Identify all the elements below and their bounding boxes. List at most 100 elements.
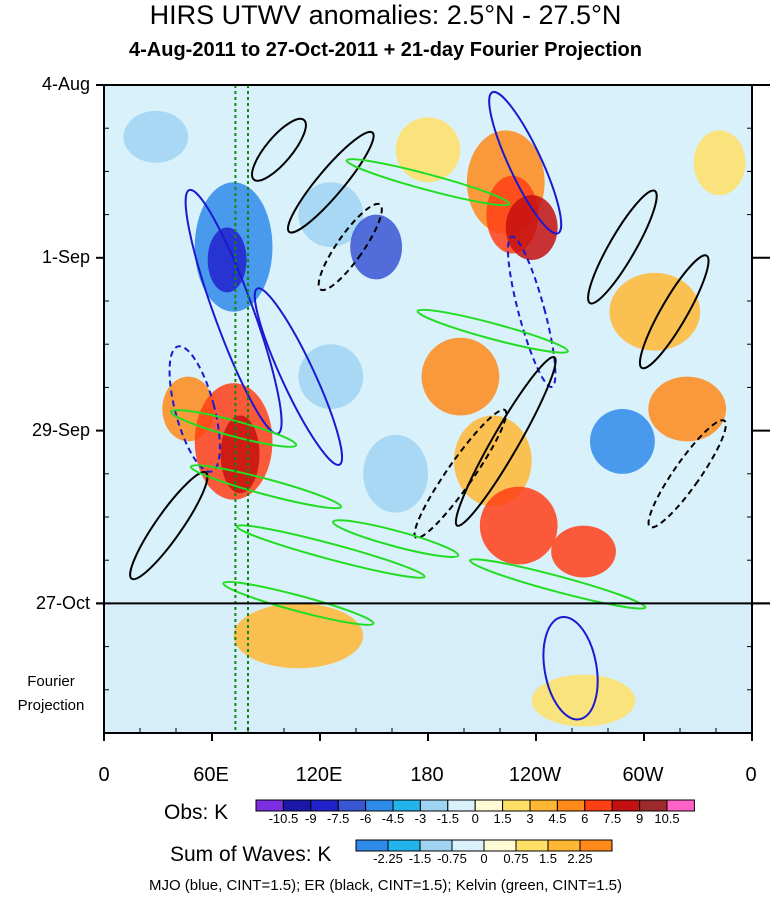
obs-colorbar-title: Obs: K bbox=[164, 801, 229, 824]
colorbar-cell bbox=[579, 839, 613, 852]
colorbar-cell bbox=[474, 799, 504, 812]
kelvin-contour bbox=[331, 519, 460, 558]
colorbar-cell bbox=[611, 799, 641, 812]
chart-subtitle: 4-Aug-2011 to 27-Oct-2011 + 21-day Fouri… bbox=[129, 39, 642, 61]
colorbar-label: 3 bbox=[526, 811, 533, 826]
contour bbox=[253, 287, 344, 466]
colorbar-cell bbox=[666, 799, 695, 812]
colorbar-cell bbox=[365, 799, 394, 812]
anomaly-field bbox=[104, 85, 752, 733]
colorbar-label: 0 bbox=[472, 811, 479, 826]
colorbar-label: -1.5 bbox=[437, 811, 459, 826]
contour bbox=[488, 90, 563, 235]
colorbar-label: 1.5 bbox=[539, 851, 557, 866]
colorbar-label: 9 bbox=[636, 811, 643, 826]
x-tick-label-60w: 60W bbox=[622, 764, 664, 786]
colorbar-cell bbox=[556, 799, 586, 812]
colorbar-cell bbox=[529, 799, 558, 812]
anomaly-blob bbox=[453, 415, 532, 507]
x-tick-label-120e: 120E bbox=[295, 764, 343, 786]
contour bbox=[638, 254, 710, 370]
contour bbox=[168, 345, 221, 473]
colorbar-cell bbox=[255, 799, 284, 812]
colorbar-cell bbox=[515, 839, 549, 852]
fourier-projection-label: Fourier Projection bbox=[17, 673, 85, 714]
anomaly-blob bbox=[531, 674, 636, 727]
colorbar-label: -10.5 bbox=[269, 811, 299, 826]
anomaly-blob bbox=[207, 227, 247, 293]
anomaly-blob bbox=[233, 603, 364, 669]
kelvin-contour bbox=[189, 464, 343, 510]
colorbar-label: -7.5 bbox=[327, 811, 349, 826]
colorbar-label: 0.75 bbox=[503, 851, 528, 866]
plot-frame bbox=[103, 84, 753, 734]
colorbar-label: -1.5 bbox=[409, 851, 431, 866]
colorbar-cell bbox=[447, 799, 476, 812]
contour bbox=[413, 408, 508, 539]
anomaly-blob bbox=[505, 195, 558, 260]
contour bbox=[129, 471, 209, 581]
x-tick-label-0: 0 bbox=[98, 764, 110, 786]
colorbar-label: 2.25 bbox=[567, 851, 592, 866]
kelvin-contour bbox=[416, 308, 569, 354]
colorbar-label: -2.25 bbox=[373, 851, 403, 866]
x-tick-label-120w: 120W bbox=[508, 764, 562, 786]
waves-colorbar: -2.25 -1.5 -0.75 0 0.75 1.5 2.25 bbox=[355, 839, 613, 866]
colorbar-label: -6 bbox=[360, 811, 372, 826]
anomaly-blob bbox=[551, 525, 616, 578]
colorbar-cell bbox=[584, 799, 613, 812]
anomaly-blob bbox=[395, 117, 461, 183]
colorbar-label: 1.5 bbox=[494, 811, 512, 826]
colorbar-label: 7.5 bbox=[603, 811, 621, 826]
y-tick-label-oct27: 27-Oct bbox=[35, 593, 90, 613]
colorbar-label: -3 bbox=[415, 811, 427, 826]
projection-background bbox=[104, 603, 752, 733]
kelvin-contour bbox=[169, 409, 298, 448]
anomaly-blob bbox=[609, 272, 701, 351]
colorbar-cell bbox=[355, 839, 389, 852]
colorbar-label: -9 bbox=[305, 811, 317, 826]
colorbar-cell bbox=[483, 839, 517, 852]
anomaly-blob bbox=[298, 344, 364, 409]
contour bbox=[647, 419, 727, 529]
colorbar-cell bbox=[419, 799, 449, 812]
colorbar-label: -4.5 bbox=[382, 811, 404, 826]
anomaly-blob bbox=[123, 110, 189, 163]
kelvin-contour bbox=[345, 158, 511, 207]
colorbar-cell bbox=[547, 839, 581, 852]
y-tick-label-aug4: 4-Aug bbox=[41, 74, 90, 94]
anomaly-blob bbox=[220, 415, 260, 494]
kelvin-contour bbox=[222, 580, 375, 626]
colorbar-cell bbox=[392, 799, 421, 812]
kelvin-contour bbox=[468, 558, 647, 610]
contour bbox=[506, 235, 557, 388]
legend-footnote: MJO (blue, CINT=1.5); ER (black, CINT=1.… bbox=[148, 877, 623, 894]
kelvin-contour bbox=[235, 524, 426, 579]
contour bbox=[286, 130, 375, 234]
contour bbox=[542, 615, 599, 721]
colorbar-cell bbox=[451, 839, 485, 852]
colorbar-cell bbox=[419, 839, 453, 852]
obs-colorbar: -10.5 -9 -7.5 -6 -4.5 -3 -1.5 0 1.5 3 4.5 6 7.5 9 10.5 bbox=[255, 799, 695, 826]
contour bbox=[454, 355, 557, 527]
colorbar-label: 4.5 bbox=[548, 811, 566, 826]
wave-contours bbox=[129, 90, 727, 721]
y-tick-label-sep29: 29-Sep bbox=[31, 420, 90, 440]
anomaly-blob bbox=[648, 376, 727, 442]
colorbar-cell bbox=[387, 839, 421, 852]
x-tick-label-0-end: 0 bbox=[745, 764, 757, 786]
waves-colorbar-title: Sum of Waves: K bbox=[170, 843, 332, 866]
anomaly-blob bbox=[590, 409, 655, 474]
anomaly-blob bbox=[363, 434, 428, 513]
colorbar-cell bbox=[639, 799, 668, 812]
contour bbox=[317, 202, 383, 292]
contour bbox=[587, 189, 658, 305]
colorbar-label: 6 bbox=[581, 811, 588, 826]
anomaly-blob bbox=[693, 130, 746, 196]
x-tick-label-180: 180 bbox=[410, 764, 444, 786]
anomaly-blob bbox=[350, 214, 403, 280]
colorbar-cell bbox=[282, 799, 312, 812]
y-tick-label-sep1: 1-Sep bbox=[41, 247, 90, 267]
x-tick-label-60e: 60E bbox=[193, 764, 229, 786]
colorbar-cell bbox=[310, 799, 339, 812]
